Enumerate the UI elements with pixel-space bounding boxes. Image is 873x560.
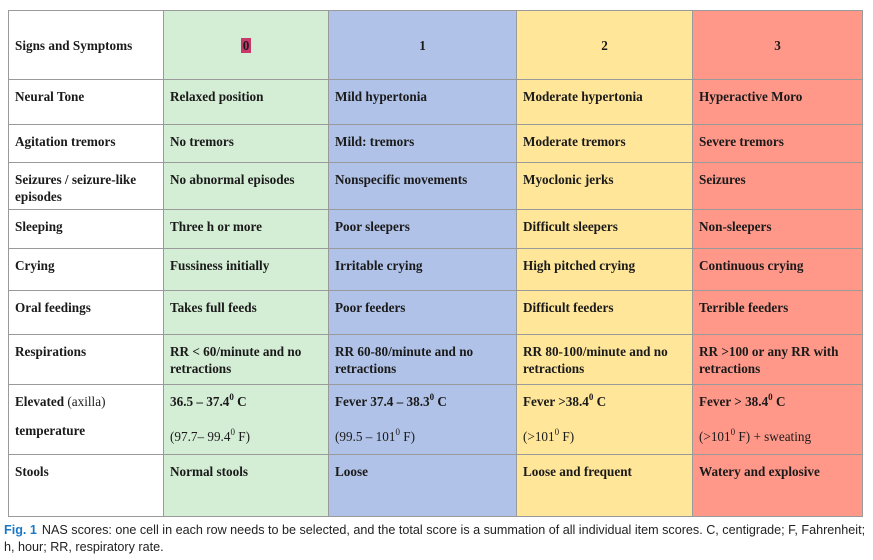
temp-unit-f: F) [562, 429, 575, 444]
row-sign: Crying [8, 248, 164, 291]
temp-unit: C [437, 394, 447, 409]
temp-sign-paren: (axilla) [64, 394, 106, 409]
degree-mark: 0 [429, 392, 435, 402]
table-row: Neural Tone Relaxed position Mild hypert… [8, 79, 863, 125]
table-row: Respirations RR < 60/minute and no retra… [8, 334, 863, 385]
temp-unit: C [775, 394, 786, 409]
temp-value: Fever > 38.4 [699, 394, 769, 409]
score-0-highlight: 0 [240, 37, 252, 53]
temp-value-f: (>101 [523, 429, 555, 444]
cell-score-0: No abnormal episodes [163, 162, 329, 210]
cell-score-0: Takes full feeds [163, 290, 329, 335]
cell-score-3: RR >100 or any RR with retractions [692, 334, 863, 385]
cell-score-0: RR < 60/minute and no retractions [163, 334, 329, 385]
degree-mark: 0 [554, 427, 560, 437]
score-header-0: 0 [163, 10, 329, 80]
cell-score-3: Non-sleepers [692, 209, 863, 249]
temp-value-f: (99.5 – 101 [335, 429, 396, 444]
degree-mark: 0 [768, 392, 773, 402]
row-sign: Respirations [8, 334, 164, 385]
cell-score-0: No tremors [163, 124, 329, 163]
cell-score-1: Nonspecific movements [328, 162, 517, 210]
cell-score-2: RR 80-100/minute and no retractions [516, 334, 693, 385]
cell-score-1: Poor feeders [328, 290, 517, 335]
caption-text: NAS scores: one cell in each row needs t… [4, 523, 866, 554]
degree-mark: 0 [588, 392, 594, 402]
temp-value-f: (>101 [699, 429, 731, 444]
temp-unit-f: F) + sweating [738, 429, 812, 444]
header-label: Signs and Symptoms [8, 10, 164, 80]
cell-score-1: Fever 37.4 – 38.30 C (99.5 – 1010 F) [328, 384, 517, 455]
cell-score-2: Moderate hypertonia [516, 79, 693, 125]
temp-sign-second: temperature [15, 423, 86, 438]
degree-mark: 0 [230, 427, 235, 437]
cell-score-2: High pitched crying [516, 248, 693, 291]
score-header-2: 2 [516, 10, 693, 80]
cell-score-0: 36.5 – 37.40 C (97.7– 99.40 F) [163, 384, 329, 455]
score-header-3: 3 [692, 10, 863, 80]
row-sign: Neural Tone [8, 79, 164, 125]
cell-score-3: Terrible feeders [692, 290, 863, 335]
figure-label: Fig. 1 [4, 523, 37, 537]
degree-mark: 0 [395, 427, 400, 437]
row-sign: Sleeping [8, 209, 164, 249]
cell-score-3: Watery and explosive [692, 454, 863, 517]
nas-score-table: Signs and Symptoms 0 1 2 3 Neural Tone R… [8, 10, 863, 517]
cell-score-0: Normal stools [163, 454, 329, 517]
cell-score-0: Relaxed position [163, 79, 329, 125]
score-header-1: 1 [328, 10, 517, 80]
degree-mark: 0 [229, 392, 234, 402]
table-row: Crying Fussiness initially Irritable cry… [8, 248, 863, 291]
figure-caption: Fig. 1 NAS scores: one cell in each row n… [4, 522, 870, 556]
row-sign: Seizures / seizure-like episodes [8, 162, 164, 210]
cell-score-2: Moderate tremors [516, 124, 693, 163]
cell-score-3: Seizures [692, 162, 863, 210]
cell-score-3: Hyperactive Moro [692, 79, 863, 125]
row-sign: Oral feedings [8, 290, 164, 335]
temp-value: Fever 37.4 – 38.3 [335, 394, 430, 409]
row-sign: Elevated (axilla) temperature [8, 384, 164, 455]
cell-score-2: Myoclonic jerks [516, 162, 693, 210]
cell-score-3: Fever > 38.40 C (>1010 F) + sweating [692, 384, 863, 455]
table-row: Agitation tremors No tremors Mild: tremo… [8, 124, 863, 163]
temperature-row: Elevated (axilla) temperature 36.5 – 37.… [8, 384, 863, 455]
table-row: Oral feedings Takes full feeds Poor feed… [8, 290, 863, 335]
table-row: Sleeping Three h or more Poor sleepers D… [8, 209, 863, 249]
cell-score-1: Poor sleepers [328, 209, 517, 249]
temp-unit-f: F) [238, 429, 250, 444]
cell-score-0: Three h or more [163, 209, 329, 249]
temp-value-f: (97.7– 99.4 [170, 429, 231, 444]
cell-score-3: Continuous crying [692, 248, 863, 291]
degree-mark: 0 [730, 427, 736, 437]
temp-sign-main: Elevated [15, 394, 65, 409]
row-sign: Agitation tremors [8, 124, 164, 163]
temp-unit: C [237, 394, 247, 409]
table-row: Stools Normal stools Loose Loose and fre… [8, 454, 863, 517]
cell-score-1: Irritable crying [328, 248, 517, 291]
temp-unit: C [596, 394, 607, 409]
cell-score-1: Loose [328, 454, 517, 517]
cell-score-0: Fussiness initially [163, 248, 329, 291]
cell-score-1: Mild hypertonia [328, 79, 517, 125]
cell-score-2: Fever >38.40 C (>1010 F) [516, 384, 693, 455]
temp-value: 36.5 – 37.4 [170, 394, 230, 409]
cell-score-2: Difficult sleepers [516, 209, 693, 249]
cell-score-1: Mild: tremors [328, 124, 517, 163]
temp-value: Fever >38.4 [523, 394, 589, 409]
table-row: Seizures / seizure-like episodes No abno… [8, 162, 863, 210]
row-sign: Stools [8, 454, 164, 517]
cell-score-2: Loose and frequent [516, 454, 693, 517]
cell-score-1: RR 60-80/minute and no retractions [328, 334, 517, 385]
cell-score-2: Difficult feeders [516, 290, 693, 335]
cell-score-3: Severe tremors [692, 124, 863, 163]
temp-unit-f: F) [403, 429, 415, 444]
header-row: Signs and Symptoms 0 1 2 3 [8, 10, 863, 80]
